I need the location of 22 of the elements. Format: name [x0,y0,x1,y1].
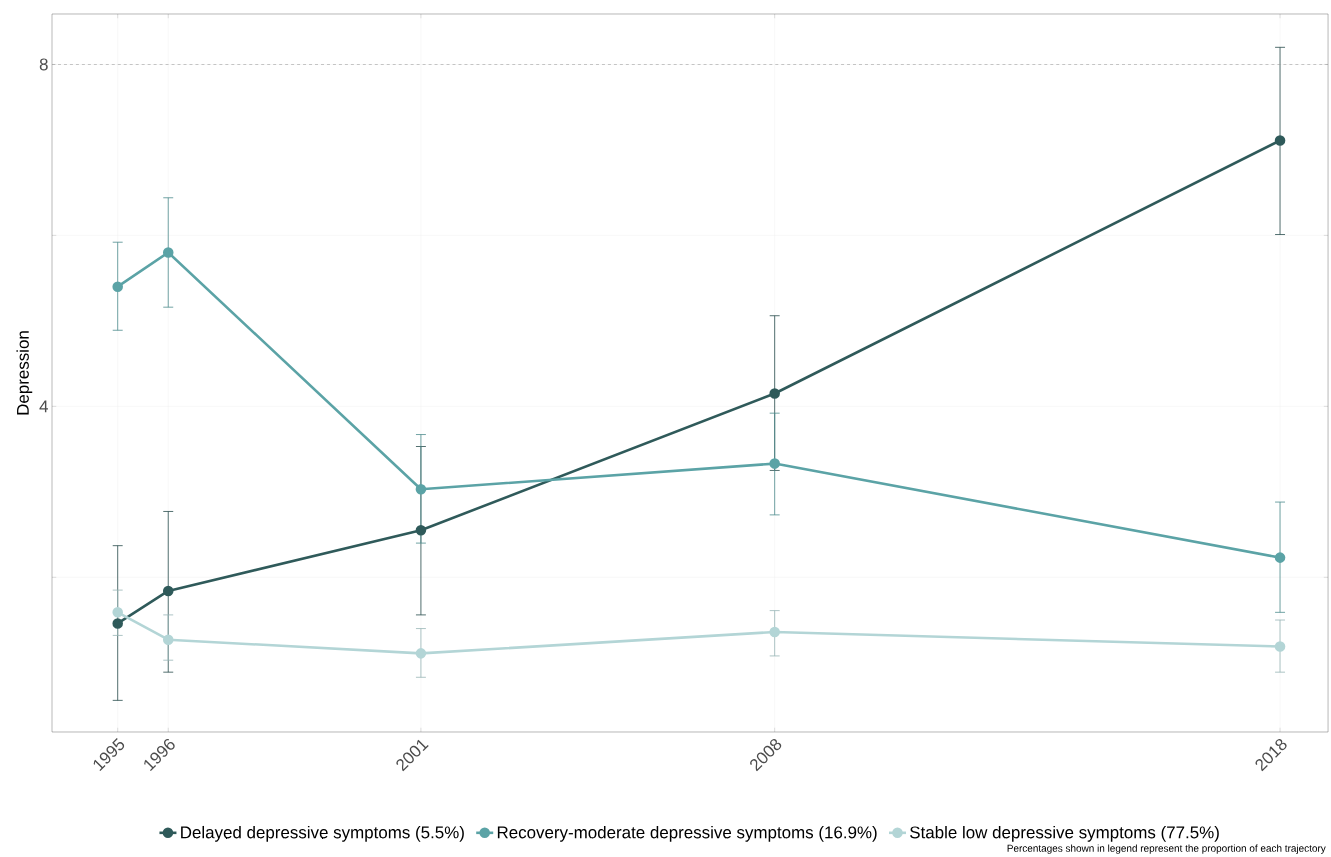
point [162,585,174,597]
point [1274,135,1286,146]
y-axis-title: Depression [16,331,33,415]
legend-label: Delayed depressive symptoms (5.5%) [181,825,464,842]
point [415,524,427,536]
point [1274,552,1286,563]
point [415,483,427,495]
y-tick-label: 8 [39,58,48,71]
legend-label: Stable low depressive symptoms (77.5%) [910,825,1219,842]
point [162,634,174,645]
point [162,247,174,258]
point [1274,641,1286,652]
point [415,648,427,659]
point [769,458,780,469]
y-tick-label: 4 [39,400,48,413]
point [769,626,780,638]
legend-label: Recovery-moderate depressive symptoms (16.9%) [497,825,877,842]
point [112,607,123,618]
point [112,618,123,629]
point [112,281,123,292]
point [769,388,780,399]
text: Percentages shown in legend represent the proportion of each trajectory [1007,844,1326,854]
